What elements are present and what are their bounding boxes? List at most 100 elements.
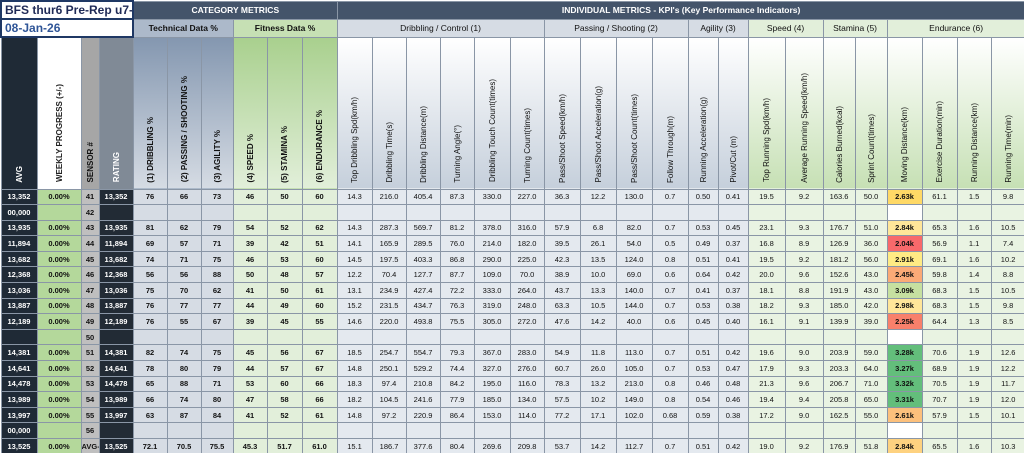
data-cell: 0.53: [687, 219, 719, 237]
data-cell: 82.0: [615, 219, 653, 237]
data-cell: [301, 328, 338, 346]
data-cell: 54.9: [543, 344, 581, 362]
row: 13,887 0.00% 48 13,887 76 77 77 44 49 60 15.2 231.5…: [0, 297, 1024, 315]
data-cell: 10.5: [990, 219, 1024, 237]
column-header: Pass/Shoot Speed(km/h): [543, 36, 581, 190]
kpi-group: Dribbling / Control (1): [336, 18, 545, 38]
data-cell: 203.9: [822, 344, 856, 362]
data-cell: [36, 422, 82, 439]
data-cell: 47: [80, 282, 100, 299]
data-cell: 55: [301, 313, 338, 330]
data-cell: 12.2: [579, 188, 617, 206]
data-cell: 0.6: [651, 266, 689, 284]
header-text: AVG: [14, 165, 24, 183]
data-cell: 153.0: [473, 406, 511, 424]
data-cell: 114.0: [509, 406, 545, 424]
data-cell: 0.7: [651, 282, 689, 299]
data-cell: 2.84k: [886, 219, 923, 237]
data-cell: 176.7: [822, 219, 856, 237]
data-cell: 42: [80, 204, 100, 221]
data-cell: 10.5: [579, 297, 617, 315]
data-cell: 62: [166, 219, 202, 237]
data-cell: 36.0: [854, 235, 888, 252]
data-cell: 1.6: [956, 438, 992, 453]
data-cell: [200, 204, 234, 221]
data-cell: [371, 422, 407, 439]
data-cell: [956, 204, 992, 221]
header-text: Sprint Count(times): [866, 113, 876, 183]
data-cell: 53: [266, 250, 303, 268]
data-cell: 14.6: [336, 313, 373, 330]
data-cell: [166, 328, 202, 346]
data-cell: 51: [301, 235, 338, 252]
row: 14,381 0.00% 51 14,381 82 74 75 45 56 67 18.5 254.7…: [0, 344, 1024, 362]
data-cell: 0.68: [651, 406, 689, 424]
data-cell: 52: [266, 219, 303, 237]
data-cell: 9.8: [990, 188, 1024, 206]
data-cell: 0.46: [717, 391, 749, 408]
data-cell: 51.7: [266, 438, 303, 453]
data-cell: 47: [232, 391, 268, 408]
data-cell: 76: [132, 188, 168, 206]
data-cell: 186.7: [371, 438, 407, 453]
data-cell: 12,368: [0, 266, 38, 284]
data-cell: 11.7: [990, 375, 1024, 393]
data-cell: [439, 204, 475, 221]
data-cell: 18.1: [747, 282, 786, 299]
data-cell: 42.3: [543, 250, 581, 268]
header-text: (6) ENDURANCE %: [315, 110, 325, 183]
data-cell: 569.7: [405, 219, 441, 237]
data-cell: 0.54: [687, 391, 719, 408]
data-cell: 377.6: [405, 438, 441, 453]
data-cell: 0.00%: [36, 282, 82, 299]
column-header: Pass/Shoot Count(times): [615, 36, 653, 190]
data-cell: 53: [232, 375, 268, 393]
data-cell: 81.2: [439, 219, 475, 237]
row: 13,352 0.00% 41 13,352 76 66 73 46 50 60 14.3 216.0…: [0, 188, 1024, 206]
data-cell: 3.31k: [886, 391, 923, 408]
data-cell: 17.9: [747, 360, 786, 377]
data-cell: [651, 204, 689, 221]
data-cell: 0.45: [687, 313, 719, 330]
data-cell: 14.2: [579, 438, 617, 453]
data-cell: 2.98k: [886, 297, 923, 315]
data-cell: 176.9: [822, 438, 856, 453]
data-cell: [166, 422, 202, 439]
data-cell: 14,381: [98, 344, 134, 362]
data-cell: 80.4: [439, 438, 475, 453]
data-cell: 493.8: [405, 313, 441, 330]
data-cell: 19.4: [747, 391, 786, 408]
data-cell: [956, 422, 992, 439]
data-cell: 0.7: [651, 360, 689, 377]
data-cell: 9.8: [990, 297, 1024, 315]
data-cell: 0.49: [687, 235, 719, 252]
data-cell: 56: [80, 422, 100, 439]
data-cell: [956, 328, 992, 346]
data-cell: 67: [301, 344, 338, 362]
data-cell: [98, 328, 134, 346]
data-cell: 2.25k: [886, 313, 923, 330]
data-cell: 17.1: [579, 406, 617, 424]
data-cell: [784, 204, 824, 221]
data-cell: 56.0: [854, 250, 888, 268]
data-cell: 77: [200, 297, 234, 315]
data-cell: 26.0: [579, 360, 617, 377]
data-cell: 0.8: [651, 375, 689, 393]
data-cell: 55: [166, 313, 202, 330]
data-cell: 104.5: [371, 391, 407, 408]
data-cell: 434.7: [405, 297, 441, 315]
data-cell: 12.0: [990, 391, 1024, 408]
data-cell: 86.8: [439, 250, 475, 268]
data-cell: 64.0: [854, 360, 888, 377]
data-cell: [543, 204, 581, 221]
data-cell: 405.4: [405, 188, 441, 206]
data-cell: [747, 328, 786, 346]
data-cell: [717, 204, 749, 221]
data-cell: 0.00%: [36, 391, 82, 408]
data-cell: 12.6: [990, 344, 1024, 362]
data-cell: 38.9: [543, 266, 581, 284]
header-text: (1) DRIBBLING %: [145, 116, 155, 183]
data-cell: 1.1: [956, 235, 992, 252]
column-header: Turning Count(times): [509, 36, 545, 190]
data-cell: 18.2: [747, 297, 786, 315]
